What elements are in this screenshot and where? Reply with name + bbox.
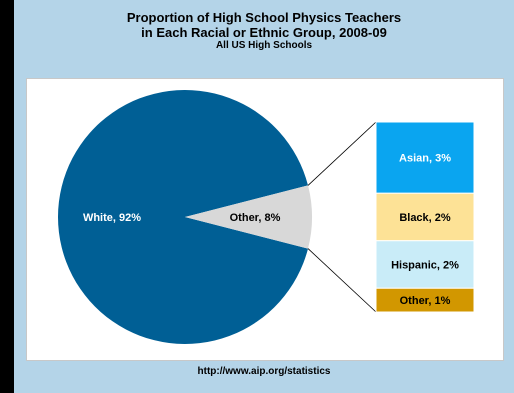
pie-label-white: White, 92%	[83, 212, 141, 224]
breakdown-segment-1	[375, 192, 475, 242]
breakdown-segment-2	[375, 240, 475, 289]
breakdown-label-2: Hispanic, 2%	[391, 260, 459, 272]
connector-line-bottom	[307, 248, 377, 313]
pie-slice-0	[57, 89, 309, 344]
breakdown-segment-3	[375, 287, 475, 313]
breakdown-label-1: Black, 2%	[399, 212, 451, 224]
chart-subtitle: All US High Schools	[215, 40, 313, 51]
breakdown-segment-0	[375, 121, 475, 194]
pie-slice-1	[185, 185, 312, 249]
chart-title-line2: in Each Racial or Ethnic Group, 2008-09	[141, 25, 387, 40]
chart-title: Proportion of High School Physics Teache…	[14, 10, 514, 52]
source-url: http://www.aip.org/statistics	[197, 366, 331, 377]
breakdown-label-3: Other, 1%	[400, 295, 451, 307]
chart-title-line1: Proportion of High School Physics Teache…	[126, 10, 402, 25]
pie-label-other: Other, 8%	[230, 212, 281, 224]
connector-line-top	[307, 121, 377, 186]
breakdown-label-0: Asian, 3%	[399, 153, 451, 165]
